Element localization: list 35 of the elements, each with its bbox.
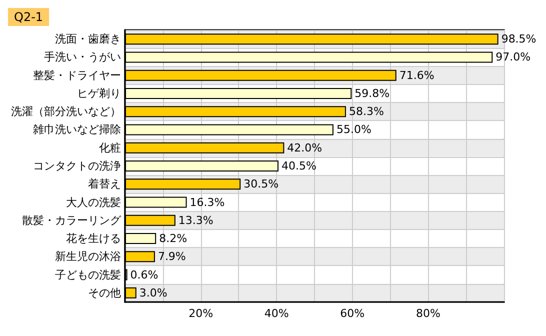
y-tick-label: 子どもの洗髪	[55, 268, 121, 282]
data-label: 16.3%	[190, 196, 225, 209]
y-tick-label: 化粧	[99, 141, 121, 154]
y-tick-label: 雑巾洗いなど掃除	[33, 123, 121, 136]
y-tick-label: 洗面・歯磨き	[55, 32, 121, 46]
x-tick-label: 40%	[264, 307, 289, 320]
data-label: 7.9%	[158, 250, 186, 264]
y-tick-label: 整髪・ドライヤー	[33, 68, 121, 82]
data-label: 40.5%	[281, 160, 316, 172]
data-label: 55.0%	[336, 123, 372, 136]
x-tick-label: 60%	[340, 307, 365, 320]
y-tick-label: 着替え	[88, 178, 121, 191]
data-label: 0.6%	[130, 268, 158, 282]
y-tick-label: コンタクトの洗浄	[33, 160, 121, 172]
data-label: 59.8%	[354, 86, 390, 100]
y-tick-label: その他	[88, 286, 121, 300]
y-tick-label: 手洗い・うがい	[44, 50, 121, 64]
y-tick-label: ヒゲ剃り	[77, 86, 121, 100]
x-tick-label: 80%	[416, 307, 440, 320]
y-tick-label: 新生児の沐浴	[55, 250, 121, 264]
y-tick-label: 大人の洗髪	[66, 196, 121, 209]
text: Q2-1	[14, 10, 44, 24]
y-tick-label: 洗濯（部分洗いなど）	[11, 105, 121, 118]
data-label: 13.3%	[178, 214, 214, 227]
data-label: 8.2%	[159, 232, 188, 246]
data-label: 58.3%	[348, 105, 384, 118]
data-label: 3.0%	[139, 286, 168, 300]
x-tick-label: 20%	[188, 307, 214, 320]
y-tick-label: 花を生ける	[66, 232, 121, 246]
data-label: 71.6%	[399, 68, 434, 82]
data-label: 98.5%	[501, 32, 536, 46]
data-label: 30.5%	[244, 178, 279, 191]
data-label: 97.0%	[496, 50, 531, 64]
y-tick-label: 散髪・カラーリング	[22, 214, 122, 227]
data-label: 42.0%	[287, 141, 322, 154]
